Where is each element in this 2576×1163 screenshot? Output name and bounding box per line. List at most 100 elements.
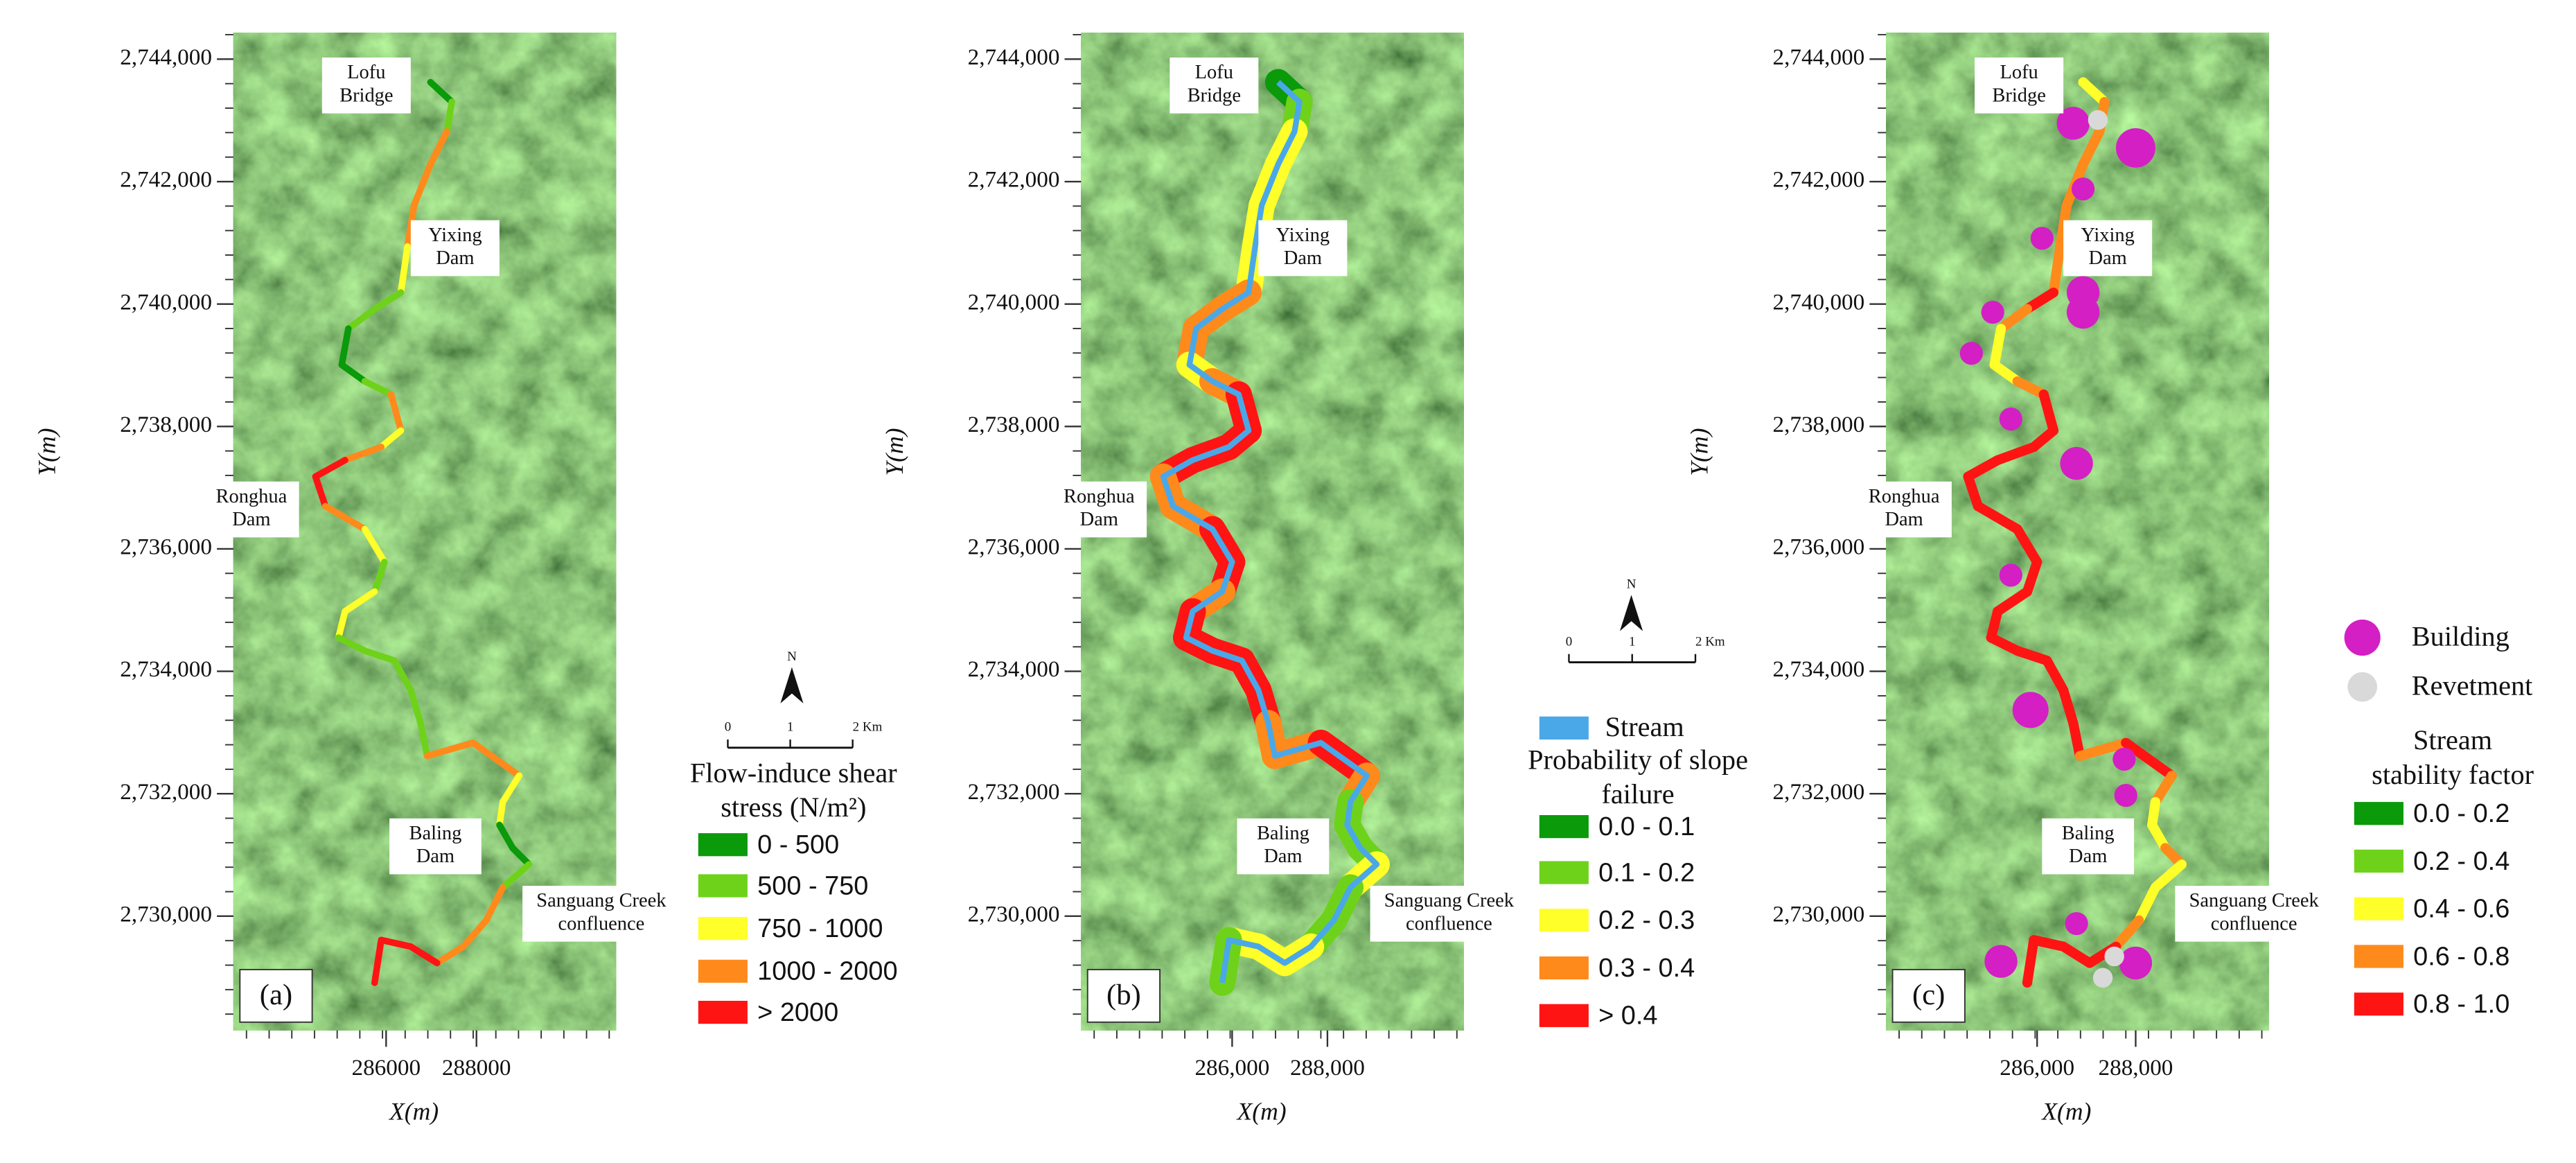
- legend-label: Stream: [1605, 711, 1684, 742]
- legend-title: stability factor: [2372, 759, 2534, 790]
- scale-label: 1: [1629, 634, 1635, 649]
- north-arrow: [780, 667, 804, 703]
- legend-swatch: [2354, 802, 2403, 825]
- place-label: Sanguang Creek: [2189, 890, 2320, 911]
- legend-label: 0.2 - 0.3: [1598, 906, 1695, 935]
- place-label: Lofu: [347, 62, 385, 83]
- legend-swatch: [1539, 956, 1589, 980]
- place-label: Ronghua: [1869, 486, 1940, 507]
- legend-title: Stream: [2413, 724, 2492, 755]
- river-segment: [443, 98, 455, 135]
- place-label: Yixing: [2081, 225, 2134, 246]
- river-segment: [361, 525, 388, 566]
- river-segment: [378, 427, 405, 451]
- river-segment: [2121, 737, 2177, 781]
- legend-swatch: [698, 833, 748, 857]
- place-label-box: [1170, 57, 1259, 114]
- river-segment: [496, 821, 516, 852]
- building-marker: [1984, 945, 2018, 978]
- north-label: N: [787, 649, 797, 664]
- river-segment: [2022, 557, 2043, 597]
- legend-symbol: [2347, 672, 2378, 702]
- scale-label: 0: [1566, 634, 1572, 649]
- river-segment: [371, 559, 388, 595]
- river-segment: [342, 588, 378, 615]
- river-segment: [2012, 524, 2043, 568]
- place-label-box: [1856, 481, 1952, 538]
- scale-label: 2 Km: [853, 720, 883, 735]
- place-label: Lofu: [2000, 62, 2038, 83]
- legend-swatch: [2354, 849, 2403, 873]
- river-segment: [499, 772, 523, 805]
- river-segment: [2022, 287, 2059, 314]
- y-tick-label: 2,738,000: [1772, 412, 1864, 437]
- y-axis-label: Y(m): [881, 428, 908, 475]
- y-tick-label: 2,732,000: [1772, 779, 1864, 805]
- place-label: Dam: [436, 247, 474, 269]
- legend-swatch: [1539, 861, 1589, 884]
- legend-label: 0.1 - 0.2: [1598, 858, 1695, 887]
- y-tick-label: 2,744,000: [968, 44, 1060, 70]
- river-segment: [2042, 656, 2069, 695]
- river-segment: [361, 378, 395, 398]
- river-segment: [321, 502, 369, 533]
- x-tick-label: 286000: [352, 1055, 421, 1081]
- y-tick-label: 2,730,000: [968, 901, 1060, 927]
- y-tick-label: 2,732,000: [968, 779, 1060, 805]
- river-segment: [470, 739, 523, 779]
- river-segment: [1993, 586, 2033, 617]
- building-marker: [2012, 692, 2049, 728]
- place-label-box: [204, 481, 299, 538]
- legend-swatch: [2354, 897, 2403, 920]
- place-label-box: [389, 818, 482, 875]
- legend-label: 0.0 - 0.1: [1598, 812, 1695, 841]
- place-label: Dam: [1080, 509, 1118, 530]
- river-segment: [427, 78, 455, 105]
- river-segment: [338, 325, 352, 369]
- river-segment: [2110, 915, 2144, 952]
- x-tick-label: 286,000: [1194, 1055, 1269, 1081]
- y-axis-label: Y(m): [33, 428, 60, 475]
- y-tick-label: 2,740,000: [120, 289, 212, 315]
- river-segment: [312, 473, 329, 510]
- north-arrow: [1619, 595, 1643, 631]
- river-segment: [371, 936, 385, 986]
- river-segment: [1963, 455, 2003, 482]
- revetment-marker: [2104, 946, 2124, 967]
- place-label: Dam: [416, 846, 455, 867]
- river-segment: [483, 884, 506, 924]
- y-tick-label: 2,730,000: [120, 901, 212, 927]
- river-segment: [2012, 645, 2052, 666]
- river-segment: [2134, 882, 2161, 925]
- panel-label-box: [1891, 968, 1966, 1023]
- river-segment: [459, 917, 490, 950]
- river-segment: [2048, 241, 2065, 298]
- legend-swatch: [2354, 993, 2403, 1016]
- river-segment: [1963, 471, 1983, 511]
- place-label: Yixing: [1276, 225, 1330, 246]
- river-segment: [371, 289, 405, 313]
- place-label: Sanguang Creek: [536, 890, 667, 911]
- building-marker: [2112, 747, 2136, 771]
- legend-label: 0 - 500: [757, 830, 839, 859]
- building-marker: [2030, 227, 2054, 250]
- panel-label-box: [239, 968, 313, 1023]
- place-label: Dam: [1284, 247, 1322, 269]
- legend-swatch: [698, 874, 748, 898]
- river-segment: [2074, 737, 2131, 761]
- place-label-box: [2042, 818, 2135, 875]
- legend-swatch: [698, 959, 748, 983]
- river-segment: [2068, 718, 2085, 761]
- revetment-marker: [2088, 110, 2108, 130]
- y-tick-label: 2,734,000: [968, 656, 1060, 682]
- building-marker: [2065, 911, 2088, 936]
- place-label: Baling: [409, 823, 461, 844]
- legend-swatch: [1539, 1004, 1589, 1027]
- building-marker: [1981, 300, 2004, 324]
- river-segment: [509, 844, 533, 868]
- panel-label-box: [1086, 968, 1161, 1023]
- legend-title: stress (N/m²): [721, 792, 866, 823]
- scale-label: 1: [787, 720, 793, 735]
- x-axis-label: X(m): [1236, 1098, 1287, 1126]
- legend-label: 1000 - 2000: [757, 957, 897, 986]
